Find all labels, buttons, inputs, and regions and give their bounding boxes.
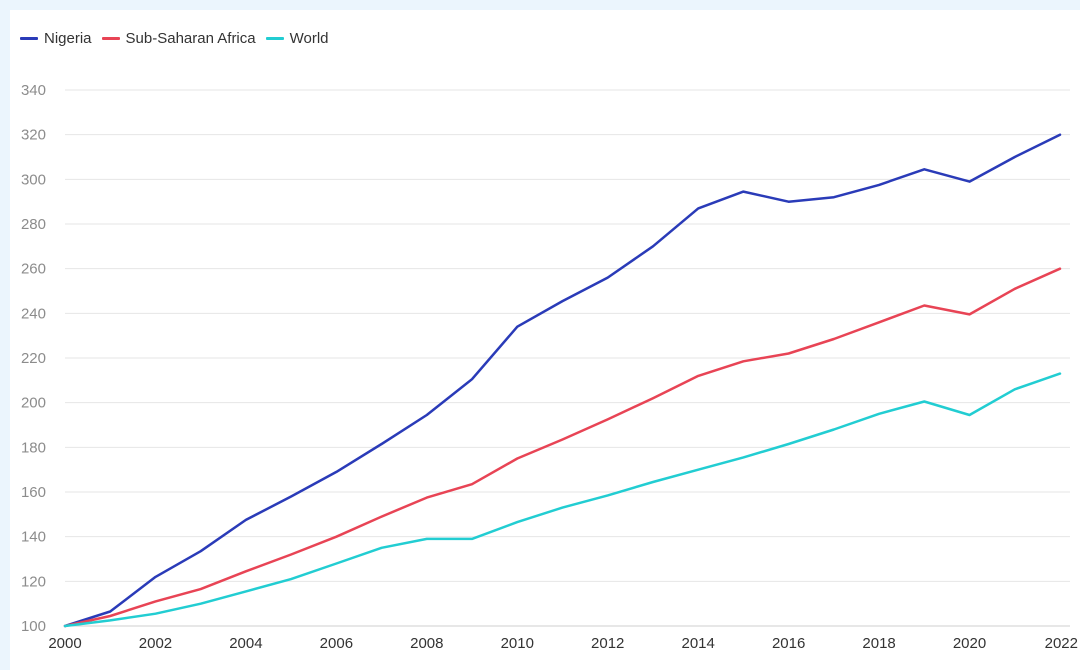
y-tick-label: 240 [21, 305, 46, 322]
y-tick-label: 260 [21, 261, 46, 278]
x-tick-label: 2008 [410, 635, 443, 652]
legend-label-sub-saharan-africa: Sub-Saharan Africa [125, 30, 256, 47]
x-tick-label: 2014 [681, 635, 714, 652]
x-tick-label: 2000 [48, 635, 81, 652]
y-tick-label: 100 [21, 618, 46, 635]
x-tick-label: 2022 [1045, 635, 1078, 652]
legend-item-nigeria[interactable]: Nigeria [20, 30, 92, 47]
legend-item-sub-saharan-africa[interactable]: Sub-Saharan Africa [101, 30, 256, 47]
x-tick-label: 2002 [139, 635, 172, 652]
y-tick-label: 180 [21, 439, 46, 456]
legend-label-nigeria: Nigeria [44, 30, 92, 47]
x-tick-label: 2006 [320, 635, 353, 652]
series-layer [63, 133, 1062, 628]
x-tick-label: 2020 [953, 635, 986, 652]
x-tick-label: 2016 [772, 635, 805, 652]
x-tick-label: 2004 [229, 635, 262, 652]
x-axis-ticks: 2000 2002 2004 2006 2008 2010 2012 2014 2016 2018… [48, 635, 1078, 652]
legend-label-world: World [289, 30, 329, 47]
y-axis-ticks: 100 120 140 160 180 200 220 240 260 280 300 320 340 [21, 82, 46, 635]
y-tick-label: 320 [21, 127, 46, 144]
y-tick-label: 300 [21, 171, 46, 188]
y-tick-label: 140 [21, 529, 46, 546]
y-tick-label: 340 [21, 82, 46, 99]
legend-item-world[interactable]: World [265, 30, 329, 47]
series-line-nigeria[interactable] [63, 133, 1062, 628]
series-line-world[interactable] [63, 372, 1062, 628]
y-tick-label: 200 [21, 395, 46, 412]
x-tick-label: 2010 [501, 635, 534, 652]
y-tick-label: 160 [21, 484, 46, 501]
y-tick-label: 120 [21, 573, 46, 590]
x-tick-label: 2012 [591, 635, 624, 652]
y-tick-label: 280 [21, 216, 46, 233]
chart-legend: Nigeria Sub-Saharan Africa World [20, 30, 339, 47]
line-chart: 100120140160180200220240260280300320340 … [21, 82, 1078, 652]
legend-swatch-world [265, 37, 284, 40]
y-tick-label: 220 [21, 350, 46, 367]
legend-swatch-nigeria [20, 37, 38, 40]
chart-card: Nigeria Sub-Saharan Africa World 100 120 1… [10, 10, 1080, 670]
series-line-sub-saharan-africa[interactable] [63, 267, 1062, 628]
legend-swatch-sub-saharan-africa [101, 37, 120, 40]
x-tick-label: 2018 [862, 635, 895, 652]
